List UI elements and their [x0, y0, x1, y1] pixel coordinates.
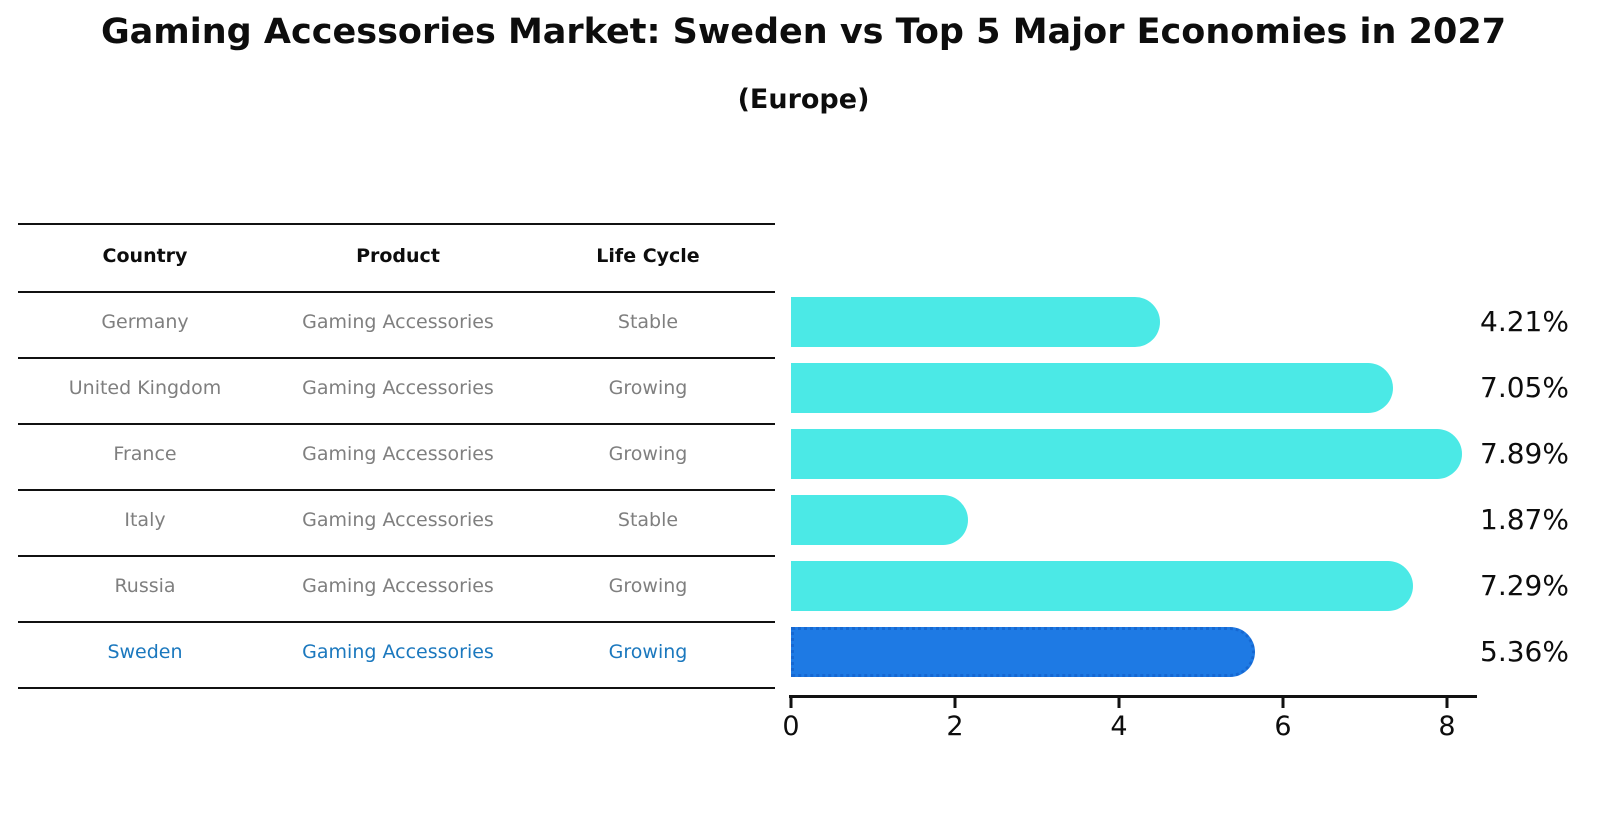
table-row-rule: [18, 621, 775, 623]
column-header-product: Product: [356, 245, 440, 267]
table-row-rule: [18, 489, 775, 491]
tick-label: 6: [1274, 711, 1292, 742]
table-header-rule: [18, 291, 775, 293]
table-bottom-rule: [18, 687, 775, 689]
tick-mark: [1445, 695, 1449, 708]
bar-united-kingdom: [791, 363, 1394, 413]
cell-product: Gaming Accessories: [302, 509, 494, 531]
table-row-rule: [18, 357, 775, 359]
bar-italy: [791, 495, 969, 545]
bar-sweden: [791, 627, 1255, 677]
cell-country: Russia: [114, 575, 176, 597]
column-header-country: Country: [102, 245, 188, 267]
bar-germany: [791, 297, 1161, 347]
cell-country: United Kingdom: [68, 377, 222, 399]
cell-life-cycle: Stable: [617, 509, 679, 531]
cell-country: Germany: [101, 311, 189, 333]
table-row-rule: [18, 555, 775, 557]
cell-life-cycle: Growing: [608, 443, 688, 465]
tick-label: 2: [946, 711, 964, 742]
cell-product: Gaming Accessories: [302, 641, 494, 663]
tick-mark: [789, 695, 793, 708]
cell-product: Gaming Accessories: [302, 377, 494, 399]
tick-label: 0: [782, 711, 800, 742]
x-axis-line: [789, 695, 1477, 698]
cell-life-cycle: Stable: [617, 311, 679, 333]
table-top-rule: [18, 223, 775, 225]
cell-product: Gaming Accessories: [302, 311, 494, 333]
value-label-russia: 7.29%: [1480, 569, 1569, 602]
tick-label: 4: [1110, 711, 1128, 742]
chart-title: Gaming Accessories Market: Sweden vs Top…: [100, 12, 1507, 52]
cell-life-cycle: Growing: [608, 641, 688, 663]
tick-mark: [1281, 695, 1285, 708]
cell-product: Gaming Accessories: [302, 575, 494, 597]
cell-country: Sweden: [107, 641, 183, 663]
table-row-rule: [18, 423, 775, 425]
value-label-france: 7.89%: [1480, 437, 1569, 470]
cell-country: Italy: [124, 509, 166, 531]
tick-label: 8: [1438, 711, 1456, 742]
value-label-sweden: 5.36%: [1480, 635, 1569, 668]
tick-mark: [1117, 695, 1121, 708]
column-header-life-cycle: Life Cycle: [596, 245, 700, 267]
cell-product: Gaming Accessories: [302, 443, 494, 465]
plot-area: 4.21% 7.05% 7.89% 1.87% 7.29% 5.36% 0 2 …: [782, 0, 1607, 823]
value-label-italy: 1.87%: [1480, 503, 1569, 536]
chart-subtitle: (Europe): [737, 84, 870, 115]
cell-life-cycle: Growing: [608, 377, 688, 399]
cell-life-cycle: Growing: [608, 575, 688, 597]
value-label-united-kingdom: 7.05%: [1480, 371, 1569, 404]
tick-mark: [953, 695, 957, 708]
value-label-germany: 4.21%: [1480, 305, 1569, 338]
cell-country: France: [113, 443, 177, 465]
bar-russia: [791, 561, 1413, 611]
bar-france: [791, 429, 1462, 479]
